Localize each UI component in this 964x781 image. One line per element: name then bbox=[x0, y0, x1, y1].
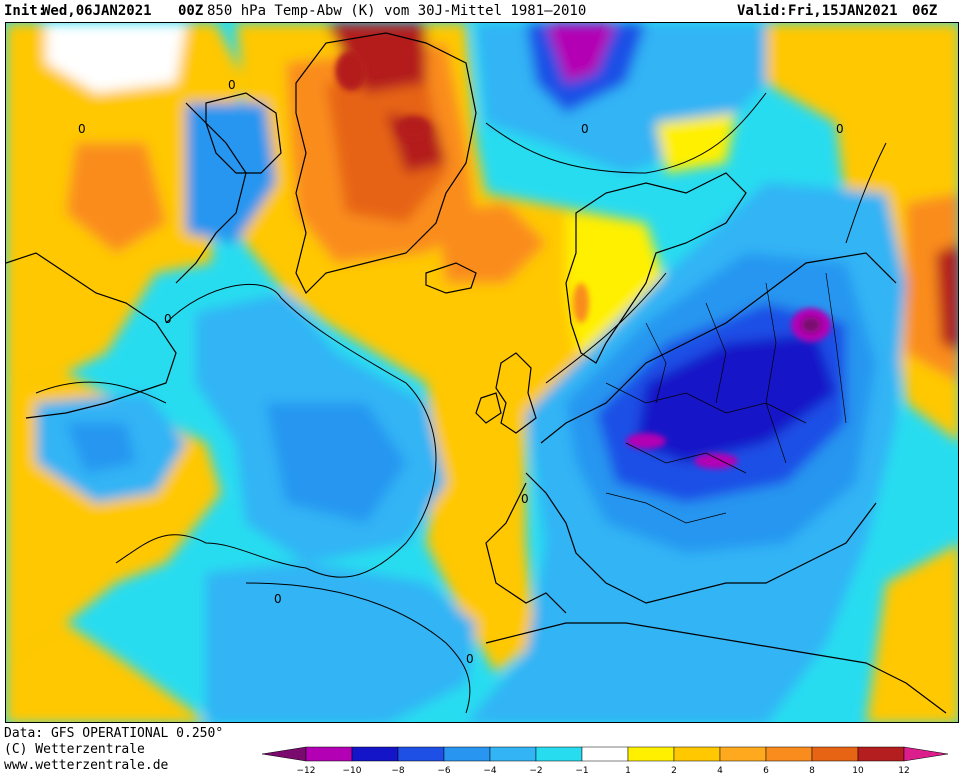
color-legend-svg: −12 −10 −8 −6 −4 −2 −1 1 2 4 6 8 10 12 bbox=[261, 746, 949, 776]
north-america-coast bbox=[6, 102, 247, 419]
credits: Data: GFS OPERATIONAL 0.250° (C) Wetterz… bbox=[4, 726, 223, 774]
valid-date: Fri,15JAN2021 bbox=[788, 3, 898, 19]
legend-swatch bbox=[489, 746, 537, 762]
contour-label: 0 bbox=[521, 492, 529, 506]
legend-tick-label: −2 bbox=[529, 766, 542, 776]
iceland-coast bbox=[425, 262, 477, 294]
contour-label: 0 bbox=[466, 652, 474, 666]
legend-swatch bbox=[811, 746, 859, 762]
legend-swatch bbox=[857, 746, 905, 762]
legend-tick-label: −8 bbox=[391, 766, 405, 776]
contour-labels: 0 0 0 0 0 0 0 0 bbox=[78, 78, 844, 666]
contour-label: 0 bbox=[836, 122, 844, 136]
chart-header: Init: Wed,06JAN2021 00Z 850 hPa Temp-Abw… bbox=[0, 0, 964, 22]
legend-swatch bbox=[673, 746, 721, 762]
init-hour: 00Z bbox=[178, 3, 204, 19]
british-isles-coast bbox=[475, 352, 537, 434]
coastlines bbox=[6, 32, 947, 714]
legend-swatch bbox=[443, 746, 491, 762]
legend-swatch bbox=[627, 746, 675, 762]
legend-tick-label: 6 bbox=[763, 766, 769, 776]
init-label: Init: bbox=[4, 3, 47, 19]
scandinavia-coast bbox=[565, 172, 747, 364]
legend-tick-label: −1 bbox=[575, 766, 588, 776]
legend-tick-label: 12 bbox=[898, 766, 909, 776]
zero-contours bbox=[35, 92, 887, 714]
legend-swatch-high-end bbox=[903, 746, 949, 762]
anomaly-cores bbox=[335, 51, 831, 469]
country-borders bbox=[605, 272, 847, 524]
legend-swatch bbox=[305, 746, 353, 762]
copyright: (C) Wetterzentrale bbox=[4, 742, 145, 757]
legend-tick-label: −4 bbox=[483, 766, 497, 776]
legend-swatch bbox=[351, 746, 399, 762]
legend-swatch bbox=[719, 746, 767, 762]
valid-hour: 06Z bbox=[912, 3, 938, 19]
website: www.wetterzentrale.de bbox=[4, 758, 169, 773]
legend-swatch bbox=[765, 746, 813, 762]
data-source: Data: GFS OPERATIONAL 0.250° bbox=[4, 726, 224, 741]
legend-swatch bbox=[397, 746, 445, 762]
chart-title: 850 hPa Temp-Abw (K) vom 30J-Mittel 1981… bbox=[207, 3, 587, 19]
legend-tick-label: 8 bbox=[809, 766, 815, 776]
contour-label: 0 bbox=[228, 78, 236, 92]
contour-label: 0 bbox=[164, 312, 172, 326]
contour-label: 0 bbox=[581, 122, 589, 136]
legend-tick-label: 10 bbox=[852, 766, 864, 776]
africa-coast bbox=[485, 622, 947, 714]
greenland-coast bbox=[295, 32, 477, 295]
anomaly-map-svg: 0 0 0 0 0 0 0 0 bbox=[6, 23, 958, 722]
legend-tick-label: 1 bbox=[625, 766, 631, 776]
init-date: Wed,06JAN2021 bbox=[42, 3, 152, 19]
color-legend: −12 −10 −8 −6 −4 −2 −1 1 2 4 6 8 10 12 bbox=[260, 745, 964, 777]
anomaly-field bbox=[6, 23, 958, 722]
baffin-coast bbox=[205, 92, 282, 174]
legend-swatch bbox=[581, 746, 629, 762]
legend-tick-label: −6 bbox=[437, 766, 451, 776]
legend-tick-label: −12 bbox=[297, 766, 316, 776]
valid-label: Valid: bbox=[737, 3, 788, 19]
legend-tick-label: −10 bbox=[343, 766, 362, 776]
contour-label: 0 bbox=[78, 122, 86, 136]
contour-label: 0 bbox=[274, 592, 282, 606]
legend-swatch-low-end bbox=[261, 746, 307, 762]
europe-coast bbox=[485, 252, 897, 614]
legend-tick-label: 4 bbox=[717, 766, 723, 776]
legend-swatch bbox=[535, 746, 583, 762]
legend-tick-label: 2 bbox=[671, 766, 677, 776]
anomaly-map: 0 0 0 0 0 0 0 0 bbox=[5, 22, 959, 723]
